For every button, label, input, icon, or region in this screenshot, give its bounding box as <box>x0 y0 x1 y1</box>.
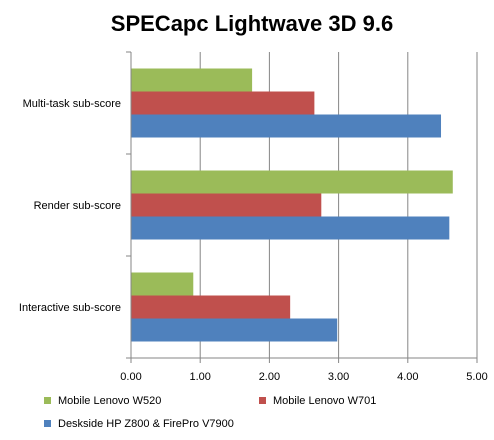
legend-swatch <box>44 397 51 404</box>
x-tick-label: 1.00 <box>189 371 210 383</box>
chart-title: SPECapc Lightwave 3D 9.6 <box>111 11 393 36</box>
bars <box>131 68 453 342</box>
bar-mobile-lenovo-w520-2 <box>131 272 194 296</box>
bar-deskside-hp-z800-firepro-v7900-2 <box>131 318 338 342</box>
category-label: Interactive sub-score <box>19 302 121 314</box>
category-label: Multi-task sub-score <box>23 98 121 110</box>
x-tick-label: 4.00 <box>397 371 418 383</box>
axes <box>126 51 478 363</box>
bar-mobile-lenovo-w701-0 <box>131 91 315 115</box>
category-label: Render sub-score <box>34 200 121 212</box>
legend-label: Mobile Lenovo W701 <box>273 395 376 407</box>
x-tick-label: 2.00 <box>259 371 280 383</box>
x-tick-label: 0.00 <box>120 371 141 383</box>
legend-swatch <box>44 420 51 427</box>
tick-labels: 0.00 1.00 2.00 3.00 4.00 5.00 <box>120 371 487 383</box>
bar-mobile-lenovo-w520-1 <box>131 170 453 194</box>
legend-label: Deskside HP Z800 & FirePro V7900 <box>58 418 234 430</box>
category-labels: Multi-task sub-score Render sub-score Inte… <box>19 98 121 314</box>
bar-mobile-lenovo-w520-0 <box>131 68 253 92</box>
x-tick-label: 3.00 <box>328 371 349 383</box>
bar-deskside-hp-z800-firepro-v7900-0 <box>131 114 442 138</box>
bar-mobile-lenovo-w701-1 <box>131 193 322 217</box>
legend-swatch <box>259 397 266 404</box>
x-tick-label: 5.00 <box>466 371 487 383</box>
bar-deskside-hp-z800-firepro-v7900-1 <box>131 216 450 240</box>
bar-mobile-lenovo-w701-2 <box>131 295 291 319</box>
legend-label: Mobile Lenovo W520 <box>58 395 161 407</box>
legend: Mobile Lenovo W520 Mobile Lenovo W701 Desk… <box>44 395 376 430</box>
